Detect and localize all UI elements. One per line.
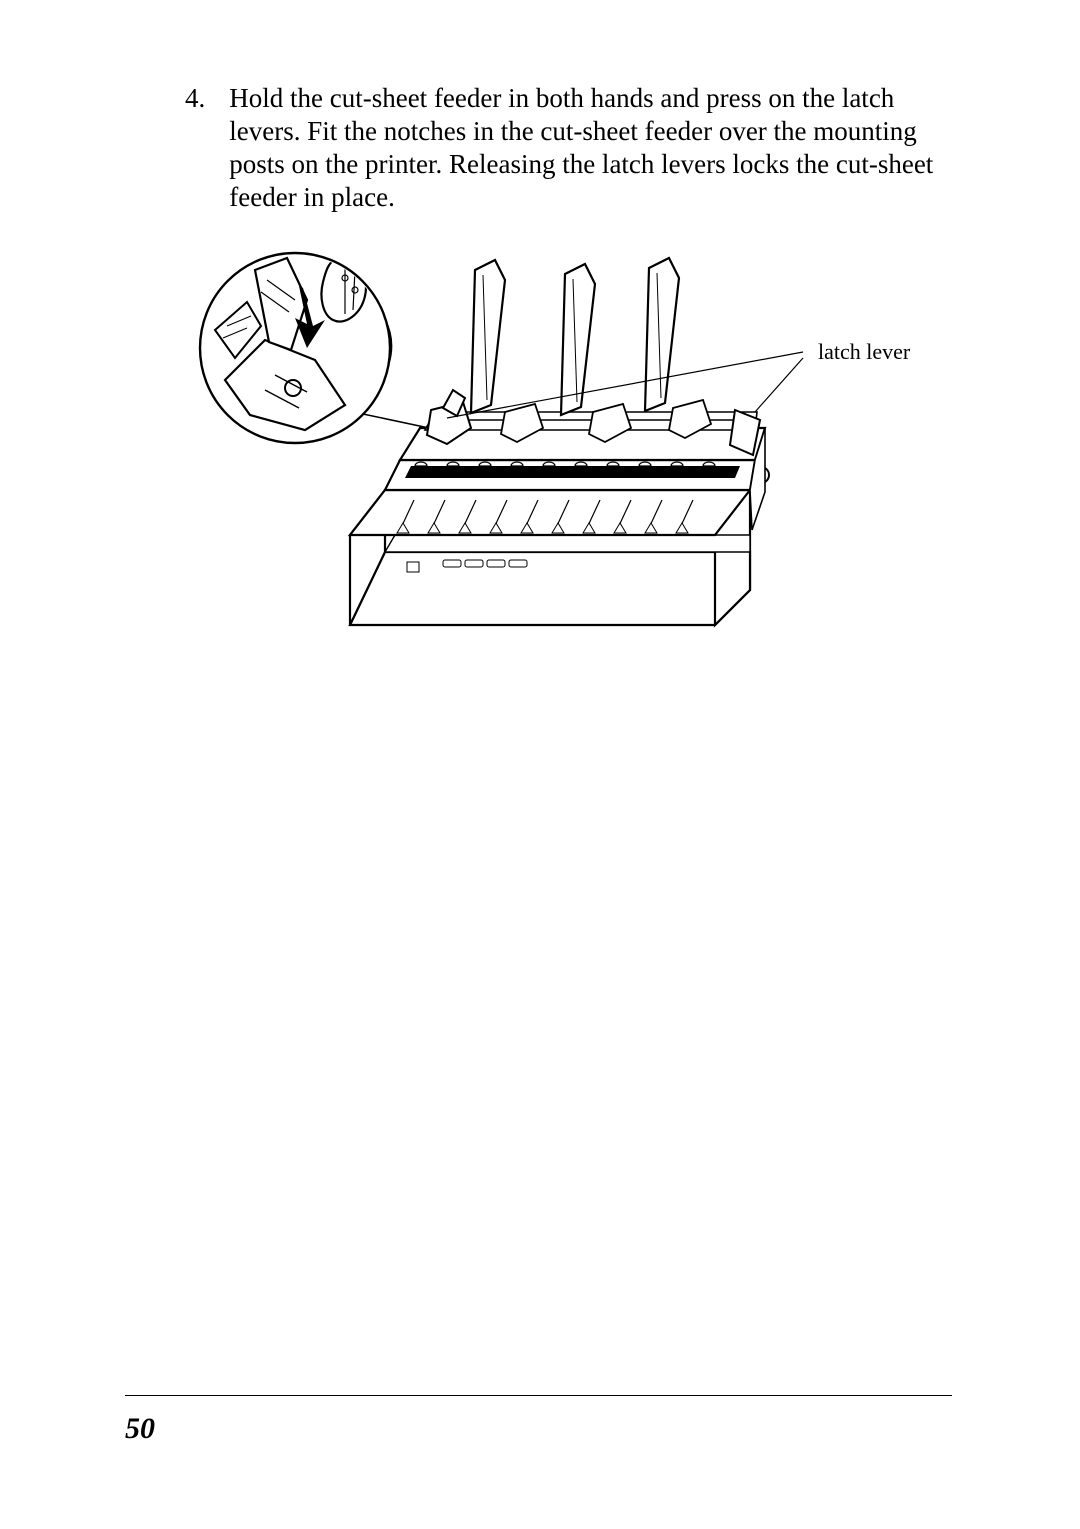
callout-latch-lever: latch lever: [818, 340, 910, 364]
page-number: 50: [125, 1412, 155, 1446]
instruction-step: 4. Hold the cut-sheet feeder in both han…: [185, 82, 950, 214]
printer-figure: [195, 230, 885, 660]
footer-rule: [125, 1395, 952, 1396]
step-text: Hold the cut-sheet feeder in both hands …: [229, 82, 950, 214]
page: 4. Hold the cut-sheet feeder in both han…: [0, 0, 1080, 1529]
step-number: 4.: [185, 82, 205, 214]
